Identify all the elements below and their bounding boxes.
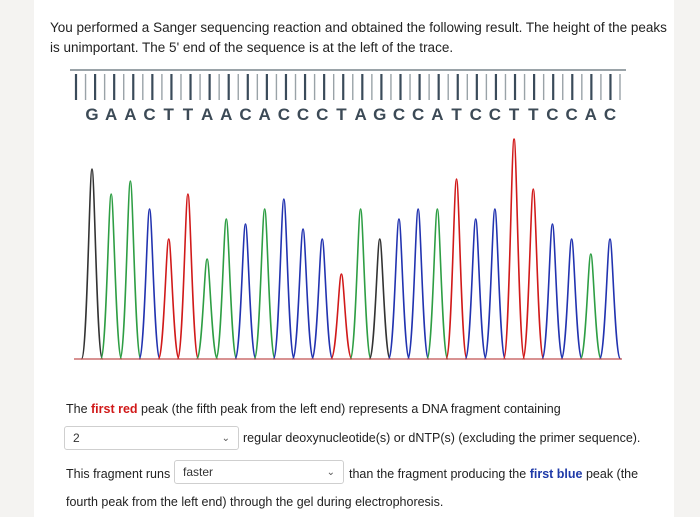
trace-peak — [541, 223, 564, 360]
trace-peak — [368, 238, 392, 360]
trace-peak — [99, 193, 123, 360]
base-call-letter: C — [489, 105, 501, 124]
base-call-letter: T — [528, 105, 539, 124]
base-call-letter: C — [546, 105, 558, 124]
trace-peak — [425, 208, 449, 360]
base-call-letter: C — [278, 105, 290, 124]
trace-peak — [483, 208, 507, 360]
trace-peak — [560, 238, 583, 360]
base-call-letter: T — [509, 105, 520, 124]
base-call-letter: C — [316, 105, 328, 124]
trace-peak — [291, 228, 315, 360]
nucleotide-count-select[interactable]: 2 ⌄ — [64, 426, 239, 450]
base-call-letter: A — [259, 105, 271, 124]
trace-peak — [598, 238, 622, 360]
base-call-letter: C — [297, 105, 309, 124]
trace-peak — [464, 218, 488, 360]
chevron-down-icon: ⌄ — [221, 432, 230, 444]
base-call-letter: A — [354, 105, 366, 124]
base-call-letter: C — [470, 105, 482, 124]
trace-peak — [119, 180, 142, 360]
trace-peak — [349, 208, 372, 360]
trace-peak — [406, 208, 430, 360]
base-call-letter: A — [124, 105, 136, 124]
base-call-letter: T — [183, 105, 194, 124]
question-2-line-2: fourth peak from the left end) through t… — [66, 495, 444, 509]
trace-peak — [330, 273, 353, 360]
trace-peak — [387, 218, 411, 360]
base-call-letter: A — [431, 105, 443, 124]
base-call-letter: C — [239, 105, 251, 124]
base-call-letter: A — [201, 105, 213, 124]
question-1-prefix: The — [66, 402, 92, 416]
base-call-letter: A — [585, 105, 597, 124]
nucleotide-count-value: 2 — [73, 431, 80, 445]
base-call-letter: G — [373, 105, 386, 124]
prompt-line-2: is unimportant. The 5' end of the sequen… — [50, 40, 454, 55]
trace-peak — [176, 193, 200, 360]
question-1-text: The first red peak (the fifth peak from … — [66, 402, 561, 416]
question-prompt: You performed a Sanger sequencing reacti… — [50, 18, 670, 58]
chevron-down-icon: ⌄ — [326, 466, 335, 478]
base-call-letter: C — [565, 105, 577, 124]
trace-peak — [579, 253, 603, 360]
trace-peak — [502, 138, 526, 360]
question-2-tail-prefix: than the fragment producing the — [349, 467, 530, 481]
base-call-letter: T — [336, 105, 347, 124]
question-2-highlight: first blue — [529, 467, 583, 481]
trace-peak — [80, 168, 104, 360]
trace-peak — [214, 218, 238, 360]
base-call-letter: A — [220, 105, 232, 124]
trace-peak — [138, 208, 161, 360]
migration-speed-value: faster — [183, 465, 214, 479]
question-1-highlight: first red — [91, 402, 138, 416]
trace-peak — [157, 238, 181, 360]
question-1-suffix: peak (the fifth peak from the left end) … — [137, 402, 561, 416]
base-call-letter: C — [604, 105, 616, 124]
trace-peak — [445, 178, 468, 360]
trace-peak — [310, 238, 334, 360]
base-call-letter: C — [412, 105, 424, 124]
base-call-letter: T — [451, 105, 462, 124]
base-call-letter: G — [85, 105, 98, 124]
base-call-letter: T — [164, 105, 175, 124]
base-call-letter: A — [105, 105, 117, 124]
trace-peak — [234, 223, 257, 360]
base-call-letter: C — [393, 105, 405, 124]
trace-peak — [253, 208, 277, 360]
trace-peak — [521, 188, 545, 360]
base-call-letter: C — [143, 105, 155, 124]
question-2-prefix: This fragment runs — [66, 467, 171, 481]
prompt-line-1: You performed a Sanger sequencing reacti… — [50, 20, 667, 35]
question-2-tail-suffix: peak (the — [582, 467, 639, 481]
select-1-trailing-text: regular deoxynucleotide(s) or dNTP(s) (e… — [243, 431, 641, 445]
question-2-tail: than the fragment producing the first bl… — [349, 467, 638, 481]
trace-peak — [272, 198, 296, 360]
trace-peak — [195, 258, 219, 360]
migration-speed-select[interactable]: faster ⌄ — [174, 460, 344, 484]
